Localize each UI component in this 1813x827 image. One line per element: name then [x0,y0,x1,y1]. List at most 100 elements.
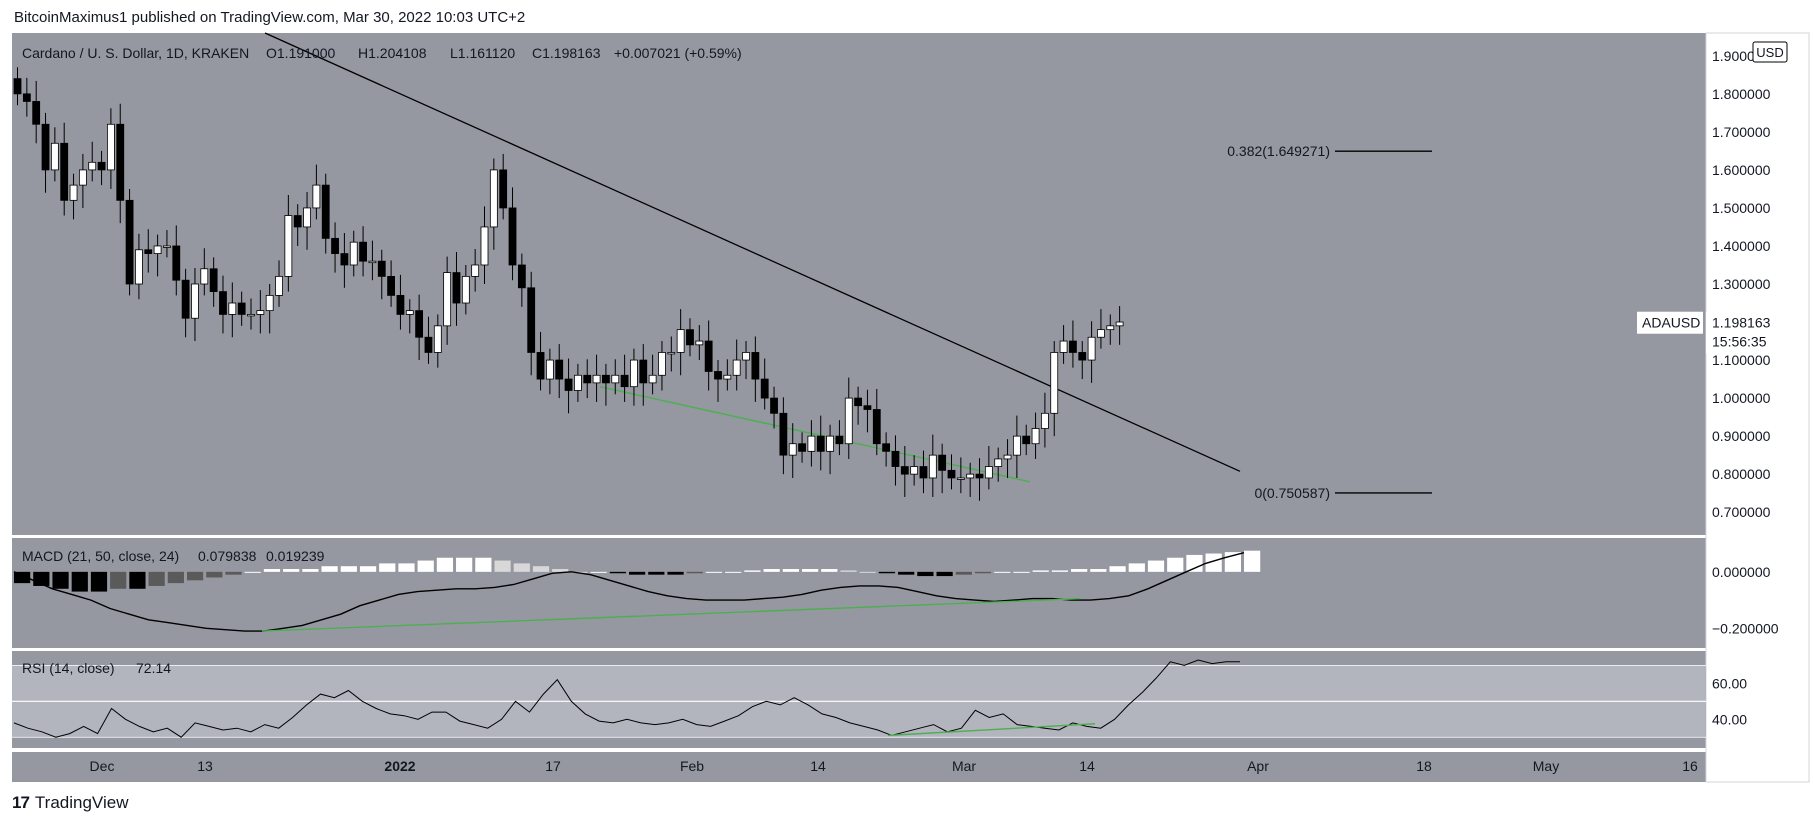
legend-high: H1.204108 [358,45,427,61]
candle-up [574,374,582,391]
candle-down [321,184,330,239]
candle-up [788,443,797,456]
candle-down [13,78,22,95]
macd-histogram-bar [1013,571,1030,573]
candle-down [639,359,648,384]
candle-up [826,435,834,452]
candle-up [284,215,293,277]
candle-down [1022,435,1031,445]
macd-legend: MACD (21, 50, close, 24) [22,548,179,564]
price-tick-label: 0.800000 [1712,466,1771,482]
macd-histogram-bar [167,571,184,584]
fib-level-label: 0.382(1.649271) [1227,143,1330,159]
macd-histogram-bar [974,571,992,574]
candle-down [237,302,246,315]
candle-down [835,435,844,445]
candle-up [163,245,171,248]
candle-up [658,352,666,376]
candle-down [770,397,778,414]
macd-tick-label: 0.000000 [1712,564,1771,580]
macd-histogram-bar [90,571,108,592]
price-panel [12,33,1706,535]
candle-down [760,378,769,399]
candle-up [303,207,311,228]
candle-down [499,169,508,209]
candle-up [844,397,853,445]
candle-up [1106,325,1115,331]
candle-down [32,101,41,125]
candle-down [779,412,788,456]
footer-brand-label: TradingView [34,793,129,812]
candle-down [331,237,339,254]
macd-histogram-bar [302,569,319,572]
candle-up [50,142,59,171]
candle-down [41,123,50,171]
macd-histogram-bar [379,563,396,572]
candle-down [555,359,564,380]
candle-up [349,241,358,266]
candle-up [275,275,283,296]
x-tick-label: 14 [810,758,826,774]
macd-divergence-line [261,597,1081,632]
candle-up [611,374,620,384]
last-price-box [1706,311,1784,354]
macd-histogram-bar [206,571,223,578]
candle-up [1087,336,1096,361]
rsi-legend: RSI (14, close) [22,660,115,676]
candle-down [424,336,433,353]
candle-up [592,374,601,384]
macd-histogram-bar [475,557,492,572]
candle-down [377,260,386,277]
macd-histogram-bar [705,571,723,573]
macd-histogram-bar [629,571,646,575]
price-tick-label: 0.900000 [1712,428,1771,444]
candle-up [742,352,750,361]
macd-histogram-bar [513,563,530,572]
macd-histogram-bar [994,571,1011,573]
legend-change: +0.007021 (+0.59%) [614,45,742,61]
candle-down [340,253,349,266]
candle-up [1097,329,1105,338]
macd-histogram-bar [186,571,204,581]
macd-histogram-bar [1090,569,1107,572]
macd-histogram-bar [552,569,569,572]
macd-histogram-bar [744,570,761,572]
candle-up [489,169,498,228]
currency-label: USD [1756,45,1783,60]
candle-up [471,264,480,277]
candle-down [60,142,69,201]
candle-down [583,374,592,384]
macd-histogram-bar [840,570,857,572]
candle-down [508,207,517,266]
candle-up [910,466,919,475]
candle-down [686,329,694,346]
candle-down [872,409,881,445]
x-tick-label: Feb [680,758,704,774]
candle-up [247,314,255,317]
price-tick-label: 1.600000 [1712,162,1771,178]
macd-histogram-bar [801,569,819,572]
candle-up [984,466,993,479]
candle-down [527,287,536,353]
candle-up [928,454,937,479]
candle-up [1050,352,1059,414]
macd-histogram-bar [898,571,915,575]
currency-badge [1752,41,1788,63]
candle-down [1069,340,1077,353]
candle-down [620,374,629,388]
candle-up [200,268,209,285]
symbol-legend: Cardano / U. S. Dollar, 1D, KRAKEN [22,45,249,61]
price-tick-label: 1.700000 [1712,124,1771,140]
macd-histogram-bar [1205,553,1222,572]
macd-histogram-bar [859,571,876,573]
macd-histogram-bar [609,571,626,574]
macd-histogram-bar [14,571,31,584]
candle-up [461,275,470,304]
support-trendline [599,385,1031,483]
macd-histogram-bar [129,571,146,589]
price-tick-label: 1.500000 [1712,200,1771,216]
candle-down [816,435,825,452]
legend-close: C1.198163 [532,45,601,61]
candle-up [994,458,1003,467]
